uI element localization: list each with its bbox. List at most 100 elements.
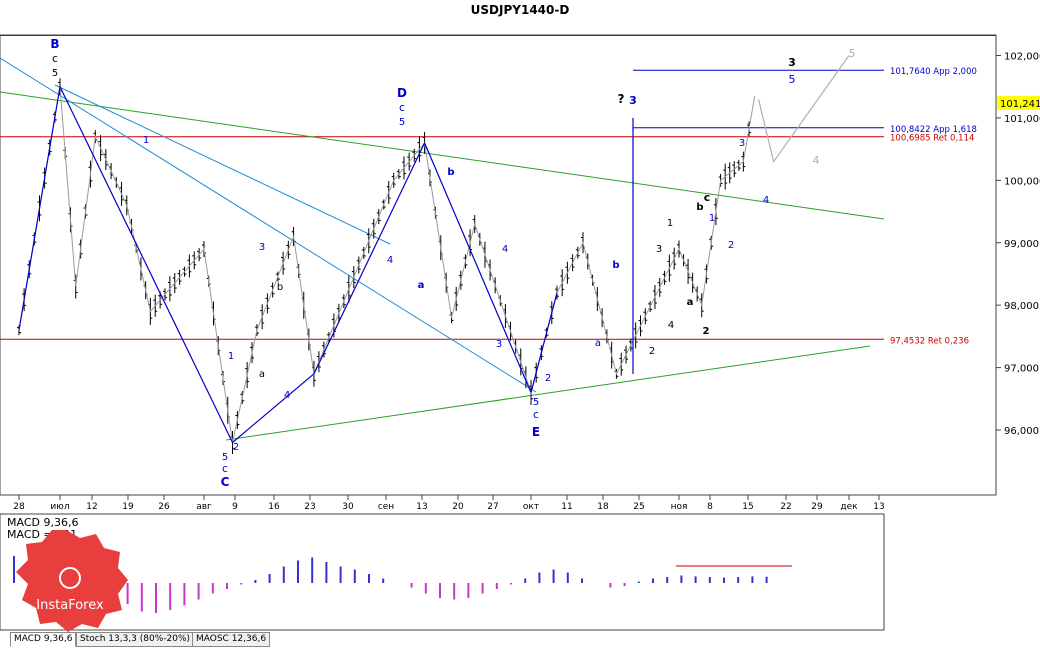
wave-label: ?	[618, 92, 625, 106]
wave-label: 3	[629, 94, 637, 107]
x-tick-label: 9	[232, 502, 238, 512]
tab-maosc[interactable]: MAOSC 12,36,6	[192, 632, 271, 647]
wave-label: 1	[228, 351, 234, 362]
y-tick-label: 99,000	[1004, 239, 1039, 250]
wave-label: 3	[656, 244, 662, 255]
wave-label: b	[277, 282, 283, 293]
wave-label: D	[397, 86, 407, 100]
x-tick-label: 22	[780, 502, 791, 512]
x-tick-label: 23	[304, 502, 315, 512]
wave-label: b	[447, 167, 454, 178]
x-tick-label: 12	[86, 502, 97, 512]
indicator-tabs: MACD 9,36,6 Stoch 13,3,3 (80%-20%) MAOSC…	[0, 630, 1040, 648]
x-tick-label: 20	[452, 502, 464, 512]
wave-label: 2	[703, 326, 710, 337]
wave-label: 5	[52, 68, 58, 79]
wave-segment	[313, 142, 426, 375]
trend-lines	[0, 57, 885, 441]
level-label: 101,7640 App 2,000	[890, 67, 977, 77]
wave-label: 3	[788, 56, 796, 69]
wave-label: 2	[649, 346, 655, 357]
trend-line	[0, 91, 885, 220]
trend-line	[54, 84, 391, 245]
projection-line	[757, 55, 850, 164]
wave-label: 1	[143, 135, 149, 146]
tab-macd[interactable]: MACD 9,36,6	[10, 632, 77, 647]
wave-label: 3	[496, 339, 502, 350]
wave-label: 3	[739, 138, 745, 149]
wave-label: a	[418, 280, 425, 291]
levels: 101,7640 App 2,000 100,8422 App 1,618100,…	[0, 35, 996, 346]
indicator-plot-frame	[0, 513, 885, 631]
logo-badge	[16, 530, 128, 632]
wave-label: C	[221, 475, 230, 489]
wave-label: 3	[259, 242, 265, 253]
x-tick-label: 16	[268, 502, 280, 512]
instaforex-logo: InstaForex	[16, 530, 128, 632]
y-tick-label: 100,000	[1004, 176, 1040, 187]
wave-segment	[18, 86, 61, 331]
y-tick-label: 102,000	[1004, 52, 1040, 63]
wave-lines	[18, 55, 850, 443]
wave-label: c	[704, 191, 711, 204]
wave-label: E	[532, 425, 540, 439]
wave-label: 4	[502, 244, 508, 255]
x-tick-label: 27	[487, 502, 498, 512]
wave-label: 1	[667, 218, 673, 229]
wave-label: b	[612, 260, 619, 271]
wave-label: 5	[399, 117, 405, 128]
price-wave-line	[18, 86, 756, 443]
x-tick-label: 28	[13, 502, 25, 512]
level-label: 97,4532 Ret 0,236	[890, 336, 969, 346]
tab-stoch[interactable]: Stoch 13,3,3 (80%-20%)	[76, 632, 195, 647]
wave-label: a	[687, 297, 694, 308]
wave-label: 5	[533, 397, 539, 408]
wave-label: 4	[763, 195, 769, 206]
wave-label: c	[52, 52, 58, 65]
x-tick-label: 30	[342, 502, 354, 512]
axes: 102,000 101,000 100,000 99,000 98,000 97,000 9…	[13, 52, 1040, 512]
indicator-name: MACD 9,36,6	[7, 516, 78, 529]
wave-label: 5	[789, 73, 796, 86]
y-tick-label: 97,000	[1004, 364, 1039, 375]
macd-histogram	[13, 556, 792, 613]
x-tick-label: 29	[811, 502, 823, 512]
x-tick-label: сен	[378, 502, 394, 512]
wave-label: 2	[233, 442, 239, 453]
x-tick-label: 8	[707, 502, 713, 512]
wave-label: B	[50, 37, 59, 51]
x-tick-label: 18	[597, 502, 609, 512]
price-bars	[17, 78, 752, 454]
x-tick-label: 15	[742, 502, 753, 512]
current-price-box	[997, 95, 1040, 110]
wave-segment	[424, 142, 532, 393]
wave-label: 5	[849, 47, 856, 60]
x-tick-label: дек	[840, 502, 858, 512]
level-label: 100,8422 App 1,618	[890, 125, 977, 135]
x-tick-label: ноя	[671, 502, 688, 512]
wave-label: c	[533, 408, 539, 421]
x-tick-label: 25	[633, 502, 644, 512]
x-tick-label: 19	[122, 502, 134, 512]
wave-label: c	[222, 462, 228, 475]
wave-label: 1	[709, 213, 715, 224]
wave-label: 4	[668, 320, 674, 331]
wave-label: c	[399, 101, 405, 114]
x-tick-label: 11	[561, 502, 572, 512]
y-tick-label: 96,000	[1004, 426, 1039, 437]
wave-label: 2	[545, 373, 551, 384]
wave-label: b	[696, 202, 703, 213]
x-tick-label: 13	[416, 502, 427, 512]
x-tick-label: 13	[873, 502, 884, 512]
x-tick-label: июл	[50, 502, 69, 512]
chart-title: USDJPY1440-D	[471, 3, 570, 17]
wave-label: a	[595, 338, 601, 349]
x-tick-label: авг	[196, 502, 212, 512]
wave-label: 4	[284, 390, 290, 401]
logo-text: InstaForex	[36, 598, 104, 613]
wave-label: 4	[813, 154, 820, 167]
wave-label: 4	[387, 255, 393, 266]
